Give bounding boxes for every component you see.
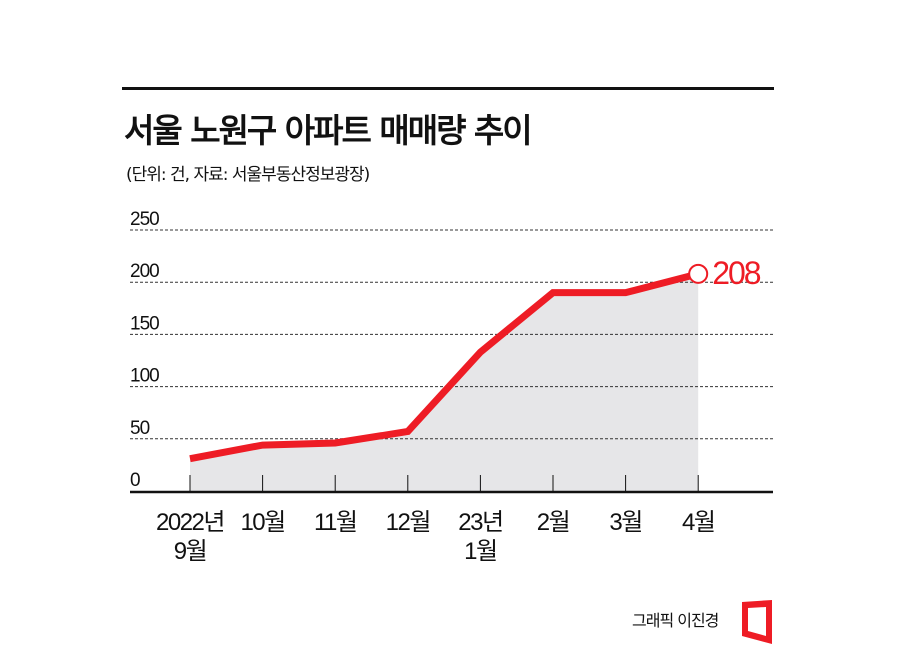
last-point-marker <box>688 263 709 284</box>
x-tick-label: 9월 <box>174 538 206 565</box>
publisher-logo-icon <box>742 600 772 644</box>
area-fill <box>190 273 699 491</box>
data-label: 208 <box>712 255 761 291</box>
x-tick-label: 11월 <box>314 509 357 536</box>
y-tick-label: 200 <box>130 261 159 282</box>
chart-subtitle: (단위: 건, 자료: 서울부동산정보광장) <box>126 165 370 185</box>
chart-title: 서울 노원구 아파트 매매량 추이 <box>124 111 533 150</box>
y-tick-label: 50 <box>130 418 150 439</box>
x-tick-label: 3월 <box>609 509 641 536</box>
series-line <box>189 270 700 463</box>
graphic-credit: 그래픽 이진경 <box>632 611 719 630</box>
x-tick-label: 2월 <box>537 509 569 536</box>
x-tick-label: 10월 <box>240 509 284 536</box>
y-tick-label: 250 <box>130 209 159 230</box>
x-tick-label: 23년 <box>458 509 502 536</box>
x-tick-label: 4월 <box>682 509 714 536</box>
y-tick-label: 150 <box>130 313 159 334</box>
x-tick-label: 2022년 <box>156 509 224 536</box>
x-tick-label: 1월 <box>464 538 496 565</box>
y-tick-label: 0 <box>130 470 140 491</box>
y-tick-label: 100 <box>130 366 159 387</box>
x-tick-label: 12월 <box>386 509 430 536</box>
top-rule <box>122 87 774 90</box>
